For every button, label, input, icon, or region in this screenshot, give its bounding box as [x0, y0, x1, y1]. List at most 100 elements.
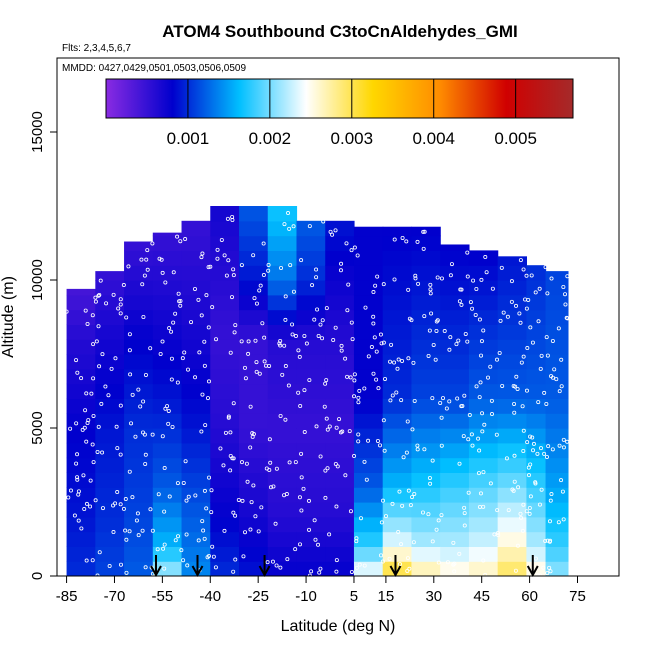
- heatmap-cell: [239, 561, 269, 576]
- observation-point: [547, 565, 552, 570]
- observation-point: [481, 470, 486, 475]
- observation-point: [349, 320, 354, 325]
- heatmap-cell: [181, 546, 211, 562]
- observation-point: [171, 320, 176, 325]
- heatmap-cell: [210, 472, 240, 488]
- heatmap-cell: [497, 294, 527, 311]
- observation-point: [330, 232, 335, 237]
- heatmap-cell: [353, 442, 384, 459]
- heatmap-cell: [152, 235, 183, 251]
- observation-point: [210, 544, 215, 549]
- observation-point: [266, 268, 271, 273]
- heatmap-cell: [353, 280, 384, 296]
- heatmap-cell: [468, 472, 499, 488]
- observation-point: [477, 448, 482, 453]
- heatmap-cell: [210, 487, 240, 503]
- heatmap-cell: [152, 232, 183, 237]
- observation-point: [233, 513, 238, 518]
- observation-point: [547, 519, 552, 524]
- observation-point: [538, 446, 543, 451]
- observation-point: [83, 308, 88, 313]
- observation-point: [266, 262, 271, 267]
- observation-point: [348, 509, 353, 514]
- observation-point: [253, 514, 258, 519]
- heatmap-cell: [526, 398, 547, 414]
- observation-point: [358, 516, 363, 521]
- heatmap-cell: [545, 531, 569, 547]
- observation-point: [362, 386, 367, 391]
- observation-point: [179, 548, 184, 553]
- heatmap-cell: [124, 294, 154, 311]
- observation-point: [442, 329, 447, 334]
- observation-point: [265, 560, 270, 565]
- observation-point: [501, 310, 506, 315]
- heatmap-cell: [239, 206, 269, 222]
- observation-point: [206, 379, 211, 384]
- heatmap-cell: [181, 235, 211, 251]
- heatmap-cell: [181, 294, 211, 311]
- observation-point: [474, 384, 479, 389]
- observation-point: [228, 430, 233, 435]
- observation-point: [138, 404, 143, 409]
- heatmap-cell: [353, 398, 384, 414]
- heatmap-cell: [440, 413, 470, 429]
- observation-point: [316, 333, 321, 338]
- observation-point: [202, 339, 207, 344]
- observation-point: [116, 306, 121, 311]
- heatmap-cell: [152, 280, 183, 296]
- observation-point: [97, 550, 102, 555]
- observation-point: [521, 502, 526, 507]
- observation-point: [477, 317, 482, 322]
- observation-point: [88, 504, 93, 509]
- observation-point: [412, 398, 417, 403]
- observation-point: [449, 262, 454, 267]
- heatmap-cell: [210, 398, 240, 414]
- heatmap-cell: [468, 413, 499, 429]
- heatmap-cell: [210, 339, 240, 355]
- colorbar-gradient: [105, 78, 574, 119]
- observation-point: [189, 320, 194, 325]
- observation-point: [388, 398, 393, 403]
- observation-point: [322, 404, 327, 409]
- observation-point: [452, 569, 457, 574]
- heatmap-cell: [497, 280, 527, 296]
- observation-point: [204, 506, 209, 511]
- observation-point: [518, 320, 523, 325]
- observation-point: [97, 364, 102, 369]
- observation-point: [556, 326, 561, 331]
- observation-point: [537, 286, 542, 291]
- heatmap-cell: [440, 250, 470, 266]
- observation-point: [490, 286, 495, 291]
- observation-point: [218, 446, 223, 451]
- observation-point: [127, 469, 132, 474]
- heatmap-cell: [210, 516, 240, 533]
- observation-point: [457, 299, 462, 304]
- observation-point: [283, 294, 288, 299]
- heatmap-cell: [181, 354, 211, 370]
- heatmap-cell: [526, 428, 547, 444]
- heatmap-cell: [411, 324, 441, 340]
- heatmap-cell: [95, 502, 125, 518]
- heatmap-cell: [382, 561, 413, 576]
- heatmap-cell: [296, 428, 326, 444]
- observation-point: [310, 283, 315, 288]
- observation-point: [528, 325, 533, 330]
- heatmap-cell: [545, 339, 569, 355]
- heatmap-cell: [325, 220, 355, 237]
- observation-point: [283, 364, 288, 369]
- heatmap-cell: [296, 516, 326, 533]
- observation-point: [80, 427, 85, 432]
- observation-point: [230, 214, 235, 219]
- heatmap-cell: [152, 383, 183, 399]
- heatmap-cell: [95, 339, 125, 355]
- observation-point: [324, 416, 329, 421]
- y-axis-label: Altitude (m): [0, 276, 17, 358]
- heatmap-cell: [239, 383, 269, 399]
- heatmap-cell: [325, 442, 355, 459]
- observation-point: [180, 356, 185, 361]
- heatmap-cell: [239, 516, 269, 533]
- observation-point: [430, 458, 435, 463]
- observation-point: [357, 388, 362, 393]
- heatmap-cell: [124, 502, 154, 518]
- observation-point: [515, 543, 520, 548]
